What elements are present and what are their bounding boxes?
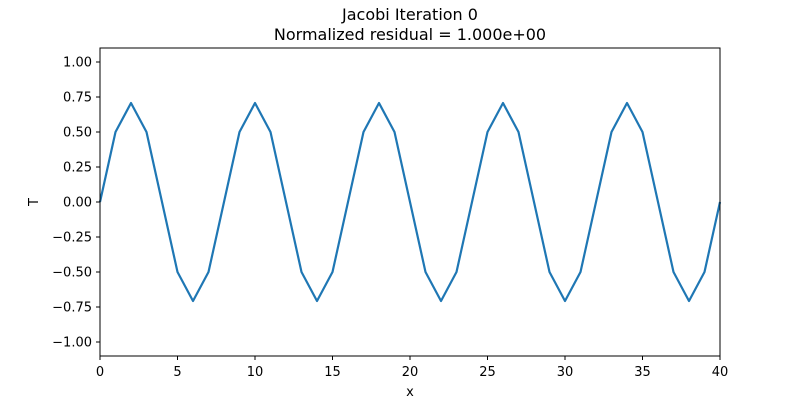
x-tick-label: 0 — [96, 365, 104, 380]
x-tick-label: 20 — [402, 365, 419, 380]
y-tick-label: −1.00 — [52, 336, 92, 351]
x-tick-label: 40 — [712, 365, 729, 380]
y-tick-label: 0.00 — [63, 196, 92, 211]
y-tick-label: 0.50 — [63, 126, 92, 141]
y-tick-label: 0.25 — [63, 161, 92, 176]
x-tick-label: 35 — [634, 365, 651, 380]
y-axis-label: T — [27, 198, 42, 207]
y-tick-label: 0.75 — [63, 91, 92, 106]
x-tick-label: 10 — [247, 365, 264, 380]
y-axis: −1.00 −0.75 −0.50 −0.25 0.00 0.25 0.50 0.75 1.00 — [52, 56, 100, 351]
y-tick-label: −0.50 — [52, 266, 92, 281]
y-tick-label: −0.25 — [52, 231, 92, 246]
x-tick-label: 5 — [173, 365, 181, 380]
series-line — [98, 101, 722, 303]
chart-title: Jacobi Iteration 0 — [341, 5, 478, 24]
x-tick-label: 15 — [324, 365, 341, 380]
x-tick-label: 25 — [479, 365, 496, 380]
x-axis-label: x — [406, 385, 414, 400]
y-tick-label: 1.00 — [63, 56, 92, 71]
chart-subtitle: Normalized residual = 1.000e+00 — [274, 25, 546, 44]
y-tick-label: −0.75 — [52, 301, 92, 316]
x-tick-label: 30 — [557, 365, 574, 380]
x-axis: 0 5 10 15 20 25 30 35 40 — [96, 356, 728, 380]
plot-area — [98, 47, 722, 357]
